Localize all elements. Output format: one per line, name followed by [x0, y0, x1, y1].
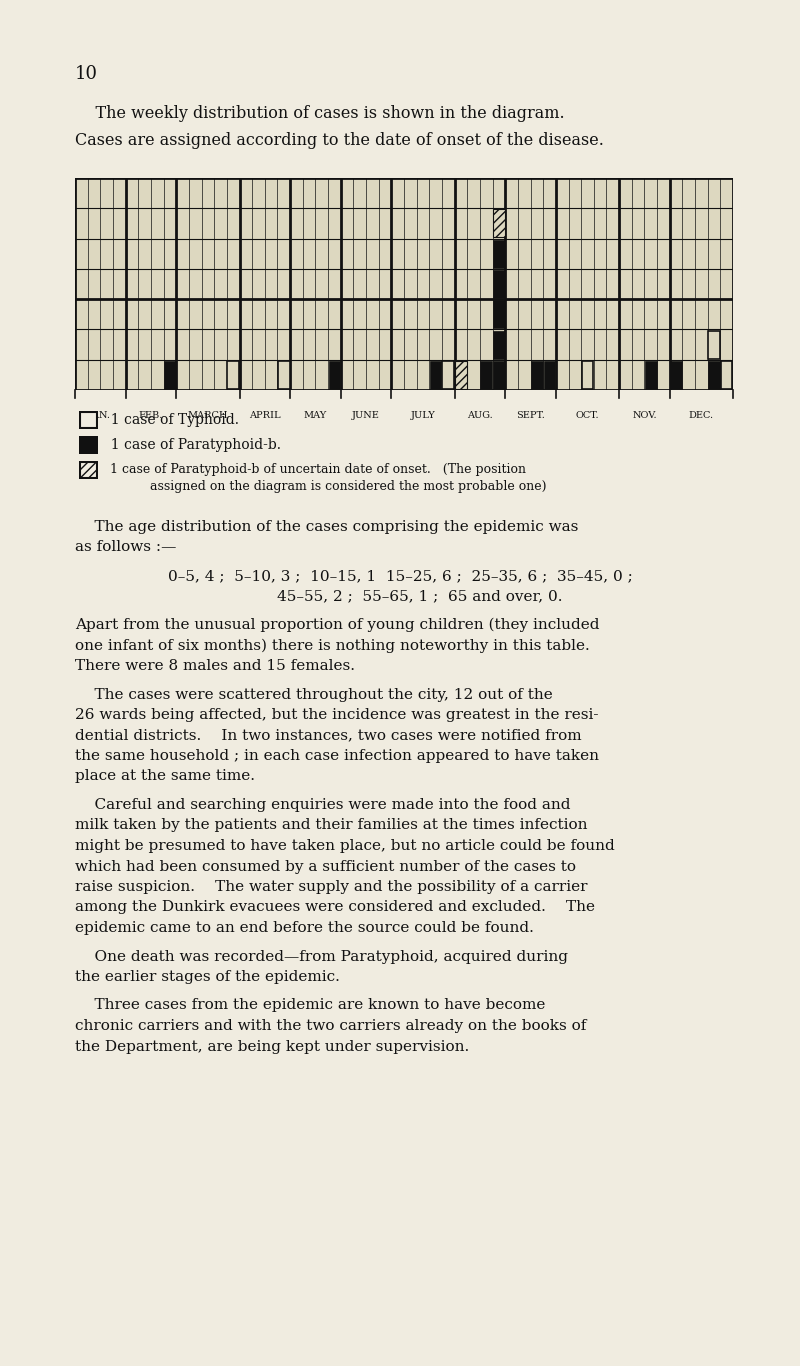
Bar: [278, 361, 290, 389]
Bar: [164, 361, 176, 389]
Text: JUNE: JUNE: [352, 411, 380, 421]
Text: milk taken by the patients and their families at the times infection: milk taken by the patients and their fam…: [75, 818, 587, 832]
Text: DEC.: DEC.: [689, 411, 714, 421]
Bar: [430, 361, 442, 389]
Bar: [721, 361, 733, 389]
Bar: [329, 361, 340, 389]
Bar: [493, 209, 505, 238]
Text: JULY: JULY: [410, 411, 435, 421]
Bar: [531, 361, 542, 389]
Text: place at the same time.: place at the same time.: [75, 769, 255, 784]
Text: chronic carriers and with the two carriers already on the books of: chronic carriers and with the two carrie…: [75, 1019, 586, 1033]
Text: JAN.: JAN.: [90, 411, 111, 421]
Bar: [481, 361, 492, 389]
Text: MARCH: MARCH: [188, 411, 228, 421]
Text: The weekly distribution of cases is shown in the diagram.: The weekly distribution of cases is show…: [75, 105, 565, 122]
Text: the same household ; in each case infection appeared to have taken: the same household ; in each case infect…: [75, 749, 599, 764]
Text: as follows :—: as follows :—: [75, 541, 176, 555]
Text: AUG.: AUG.: [467, 411, 493, 421]
Text: 0–5, 4 ;  5–10, 3 ;  10–15, 1  15–25, 6 ;  25–35, 6 ;  35–45, 0 ;: 0–5, 4 ; 5–10, 3 ; 10–15, 1 15–25, 6 ; 2…: [168, 570, 632, 583]
Text: among the Dunkirk evacuees were considered and excluded.  The: among the Dunkirk evacuees were consider…: [75, 900, 595, 914]
Text: Cases are assigned according to the date of onset of the disease.: Cases are assigned according to the date…: [75, 133, 604, 149]
Text: The age distribution of the cases comprising the epidemic was: The age distribution of the cases compri…: [75, 520, 578, 534]
Text: There were 8 males and 15 females.: There were 8 males and 15 females.: [75, 658, 355, 673]
Bar: [645, 361, 657, 389]
Text: might be presumed to have taken place, but no article could be found: might be presumed to have taken place, b…: [75, 839, 614, 852]
Text: MAY: MAY: [304, 411, 327, 421]
Text: 1 case of Typhoid.: 1 case of Typhoid.: [102, 413, 239, 428]
Bar: [493, 240, 505, 268]
Text: APRIL: APRIL: [249, 411, 281, 421]
Text: NOV.: NOV.: [632, 411, 657, 421]
Text: OCT.: OCT.: [576, 411, 599, 421]
Bar: [493, 331, 505, 358]
Text: Apart from the unusual proportion of young children (they included: Apart from the unusual proportion of you…: [75, 617, 599, 632]
Bar: [708, 331, 720, 358]
Text: which had been consumed by a sufficient number of the cases to: which had been consumed by a sufficient …: [75, 859, 576, 873]
Bar: [544, 361, 555, 389]
Text: One death was recorded—from Paratyphoid, acquired during: One death was recorded—from Paratyphoid,…: [75, 949, 568, 963]
Bar: [442, 361, 454, 389]
Bar: [227, 361, 239, 389]
Text: FEB.: FEB.: [138, 411, 163, 421]
Text: Three cases from the epidemic are known to have become: Three cases from the epidemic are known …: [75, 999, 546, 1012]
Text: 1 case of Paratyphoid-b.: 1 case of Paratyphoid-b.: [102, 438, 281, 452]
Text: the earlier stages of the epidemic.: the earlier stages of the epidemic.: [75, 970, 340, 984]
Bar: [582, 361, 594, 389]
Bar: [493, 301, 505, 328]
Bar: [708, 361, 720, 389]
Text: raise suspicion.  The water supply and the possibility of a carrier: raise suspicion. The water supply and th…: [75, 880, 587, 893]
Text: assigned on the diagram is considered the most probable one): assigned on the diagram is considered th…: [118, 479, 546, 493]
Bar: [493, 361, 505, 389]
Bar: [455, 361, 466, 389]
Text: The cases were scattered throughout the city, 12 out of the: The cases were scattered throughout the …: [75, 687, 553, 702]
Text: 10: 10: [75, 66, 98, 83]
Text: 26 wards being affected, but the incidence was greatest in the resi­: 26 wards being affected, but the inciden…: [75, 708, 598, 723]
Bar: [670, 361, 682, 389]
Text: 1 case of Paratyphoid-b of uncertain date of onset.   (The position: 1 case of Paratyphoid-b of uncertain dat…: [102, 463, 526, 475]
Text: Careful and searching enquiries were made into the food and: Careful and searching enquiries were mad…: [75, 798, 570, 811]
Text: epidemic came to an end before the source could be found.: epidemic came to an end before the sourc…: [75, 921, 534, 934]
Bar: [493, 270, 505, 298]
Text: SEPT.: SEPT.: [516, 411, 545, 421]
Text: the Department, are being kept under supervision.: the Department, are being kept under sup…: [75, 1040, 470, 1053]
Text: dential districts.  In two instances, two cases were notified from: dential districts. In two instances, two…: [75, 728, 582, 743]
Text: 45–55, 2 ;  55–65, 1 ;  65 and over, 0.: 45–55, 2 ; 55–65, 1 ; 65 and over, 0.: [238, 590, 562, 604]
Text: one infant of six months) there is nothing noteworthy in this table.: one infant of six months) there is nothi…: [75, 638, 590, 653]
